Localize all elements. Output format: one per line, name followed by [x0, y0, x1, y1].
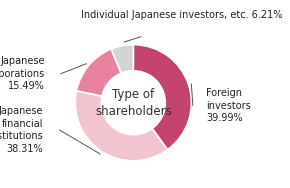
Text: Type of
shareholders: Type of shareholders [95, 88, 172, 118]
Text: Foreign
investors
39.99%: Foreign investors 39.99% [206, 88, 251, 124]
Text: Individual Japanese investors, etc. 6.21%: Individual Japanese investors, etc. 6.21… [81, 10, 282, 20]
Wedge shape [111, 45, 133, 73]
Text: Japanese
corporations
15.49%: Japanese corporations 15.49% [0, 56, 45, 91]
Wedge shape [133, 45, 191, 150]
Text: Japanese
financial
institutions
38.31%: Japanese financial institutions 38.31% [0, 106, 43, 154]
Wedge shape [75, 91, 168, 161]
Wedge shape [77, 49, 121, 96]
